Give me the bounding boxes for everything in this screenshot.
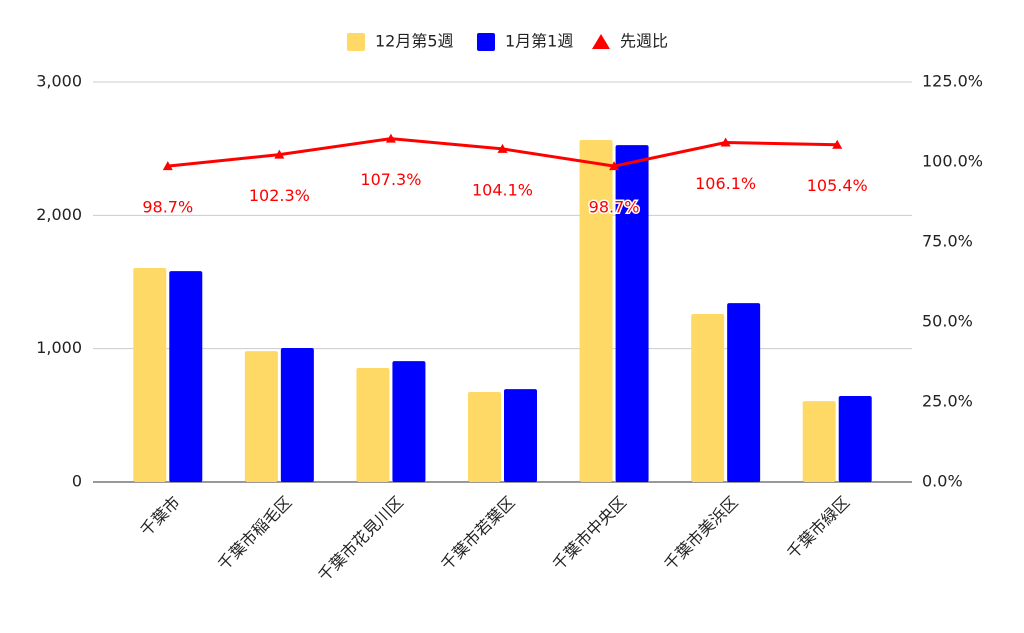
bar [356, 368, 390, 482]
bar [802, 401, 836, 482]
bar [691, 314, 725, 482]
value-label: 98.7% [589, 198, 640, 217]
bar [169, 271, 203, 482]
bar [280, 348, 314, 482]
bar [504, 389, 537, 482]
x-tick-label: 千葉市 [136, 493, 183, 540]
legend-marker [347, 33, 365, 51]
x-tick-label: 千葉市緑区 [783, 493, 853, 563]
legend-marker [477, 33, 495, 51]
legend-marker [592, 34, 610, 49]
y-tick-label: 1,000 [36, 338, 82, 357]
y2-tick-label: 125.0% [922, 72, 983, 91]
value-label: 98.7% [142, 198, 193, 217]
y-tick-label: 2,000 [36, 205, 82, 224]
bar [468, 392, 501, 482]
y2-tick-label: 100.0% [922, 152, 983, 171]
value-label: 104.1% [472, 180, 533, 199]
value-label: 105.4% [807, 176, 868, 195]
bar [579, 140, 613, 482]
marker [274, 149, 285, 159]
legend-label: 1月第1週 [505, 32, 573, 51]
y-tick-label: 0 [72, 472, 82, 491]
marker [609, 161, 620, 171]
value-label: 106.1% [695, 174, 756, 193]
bar [392, 361, 426, 482]
bar [727, 303, 761, 482]
y2-tick-label: 75.0% [922, 232, 973, 251]
y2-tick-label: 25.0% [922, 392, 973, 411]
x-tick-label: 千葉市稲毛区 [214, 493, 295, 574]
marker [162, 161, 173, 171]
bar [615, 145, 649, 483]
y-tick-label: 3,000 [36, 72, 82, 91]
marker [720, 137, 731, 147]
y2-tick-label: 50.0% [922, 312, 973, 331]
marker [497, 143, 508, 153]
value-label: 107.3% [360, 170, 421, 189]
x-tick-label: 千葉市中央区 [549, 493, 630, 574]
y2-tick-label: 0.0% [922, 472, 963, 491]
x-tick-label: 千葉市美浜区 [660, 493, 741, 574]
marker [832, 139, 843, 149]
marker [385, 133, 396, 143]
x-tick-label: 千葉市若葉区 [437, 493, 518, 574]
legend-label: 12月第5週 [375, 32, 454, 51]
legend-label: 先週比 [620, 32, 668, 51]
bar [244, 351, 278, 482]
value-label: 102.3% [249, 186, 310, 205]
bar [838, 396, 872, 482]
bar [133, 268, 167, 482]
x-tick-label: 千葉市花見川区 [314, 493, 407, 586]
